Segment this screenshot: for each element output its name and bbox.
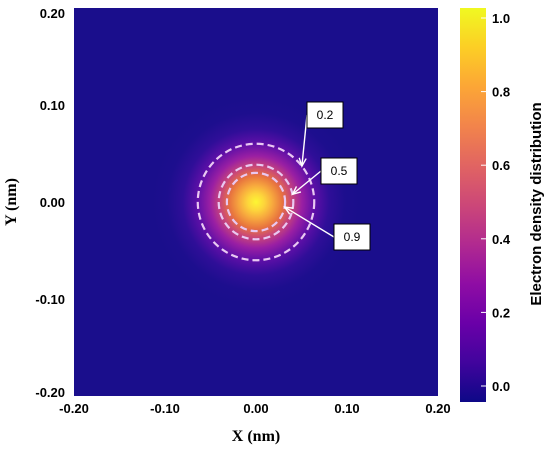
- y-tick-label: 0.10: [40, 98, 65, 113]
- contour-0-9: [225, 171, 287, 233]
- annotation-arrow-line: [284, 206, 335, 238]
- annotation-arrowhead: [298, 157, 307, 168]
- colorbar-gradient: [460, 8, 486, 402]
- x-tick-label: -0.20: [59, 401, 89, 416]
- y-axis-title: Y (nm): [3, 178, 20, 226]
- x-tick-label: 0.10: [334, 401, 359, 416]
- colorbar-title: Electron density distribution: [528, 102, 545, 305]
- y-tick-label: -0.10: [35, 292, 65, 307]
- annotation-0-2: 0.2: [298, 101, 344, 168]
- annotation-label: 0.9: [344, 230, 361, 244]
- colorbar-tick-label: 0.0: [492, 379, 510, 394]
- y-tick-label: -0.20: [35, 385, 65, 400]
- contour-0-5: [217, 163, 295, 241]
- x-tick-label: 0.20: [425, 401, 450, 416]
- contour-annotations: 0.2 0.5 0.9: [283, 101, 371, 251]
- contour-0-2: [196, 142, 316, 262]
- annotation-box: [320, 157, 358, 185]
- y-tick-label: 0.00: [40, 195, 65, 210]
- colorbar: 0.0 0.2 0.4 0.6 0.8 1.0: [460, 8, 511, 402]
- colorbar-tick-label: 0.6: [492, 158, 510, 173]
- contour-lines: [196, 142, 316, 262]
- annotation-arrowhead: [291, 186, 302, 196]
- density-peak: [74, 8, 438, 396]
- x-axis-title: X (nm): [232, 428, 280, 445]
- annotation-0-9: 0.9: [283, 206, 371, 251]
- y-tick-label: 0.20: [40, 6, 65, 21]
- annotation-box: [306, 101, 344, 129]
- x-tick-label: 0.00: [243, 401, 268, 416]
- colorbar-tick-label: 0.2: [492, 305, 510, 320]
- annotation-label: 0.2: [317, 108, 334, 122]
- plot-area: [74, 8, 438, 396]
- annotation-label: 0.5: [331, 164, 348, 178]
- x-axis-ticks: -0.20 -0.10 0.00 0.10 0.20: [59, 401, 450, 416]
- annotation-box: [333, 223, 371, 251]
- annotation-arrowhead: [283, 206, 294, 215]
- colorbar-tick-label: 0.4: [492, 232, 511, 247]
- annotation-arrow-line: [301, 114, 308, 167]
- annotation-0-5: 0.5: [291, 157, 358, 196]
- x-tick-label: -0.10: [150, 401, 180, 416]
- colorbar-tick-label: 0.8: [492, 85, 510, 100]
- colorbar-tick-label: 1.0: [492, 11, 510, 26]
- y-axis-ticks: 0.20 0.10 0.00 -0.10 -0.20: [35, 6, 65, 400]
- annotation-arrow-line: [292, 170, 322, 195]
